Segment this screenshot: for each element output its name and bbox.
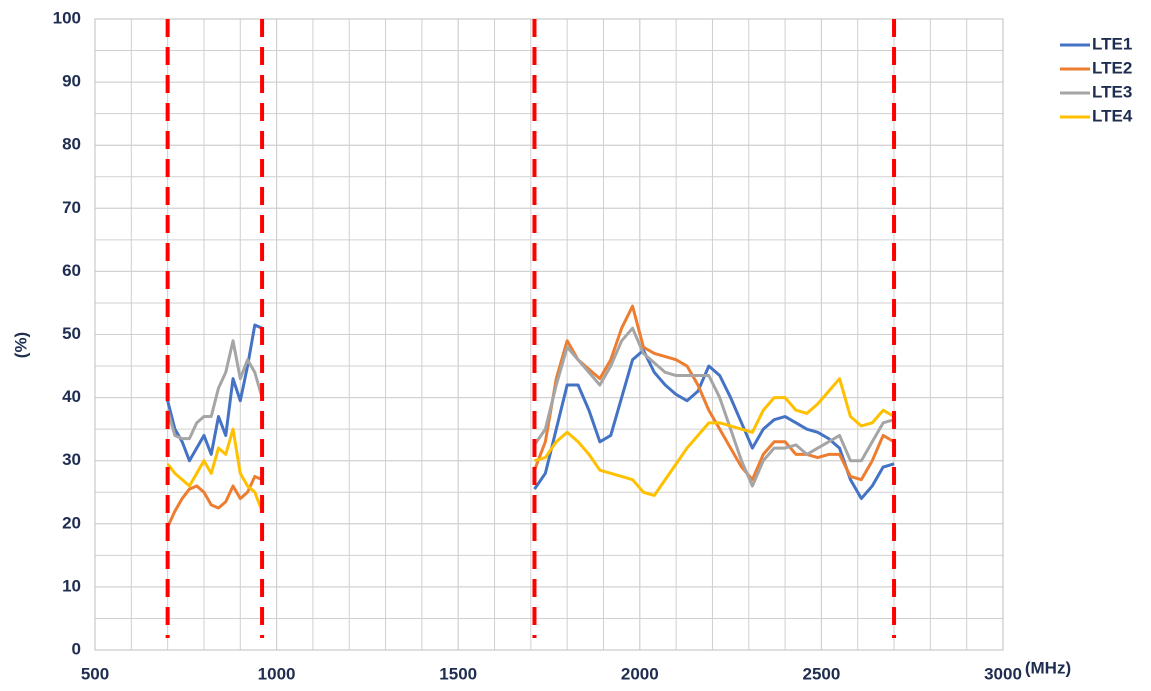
- y-tick-label: 0: [72, 639, 81, 658]
- y-tick-label: 60: [62, 261, 81, 280]
- x-axis-label: (MHz): [1025, 658, 1071, 677]
- y-axis-label: (%): [11, 332, 30, 358]
- plot-border: [94, 18, 1004, 651]
- y-tick-label: 30: [62, 450, 81, 469]
- x-tick-label: 2000: [621, 664, 659, 683]
- y-tick-label: 20: [62, 513, 81, 532]
- x-tick-label: 1000: [258, 664, 296, 683]
- series-line: [166, 377, 895, 512]
- x-tick-label: 500: [81, 664, 109, 683]
- series-line: [166, 326, 895, 488]
- legend-label: LTE2: [1092, 58, 1132, 77]
- series-line: [166, 304, 895, 528]
- y-tick-label: 90: [62, 72, 81, 91]
- series-line: [166, 323, 895, 501]
- y-tick-label: 50: [62, 324, 81, 343]
- legend-label: LTE3: [1092, 82, 1132, 101]
- y-tick-label: 10: [62, 576, 81, 595]
- x-tick-label: 3000: [984, 664, 1022, 683]
- x-tick-label: 2500: [802, 664, 840, 683]
- y-tick-label: 100: [53, 8, 81, 27]
- y-tick-label: 70: [62, 198, 81, 217]
- y-tick-label: 40: [62, 387, 81, 406]
- x-tick-label: 1500: [439, 664, 477, 683]
- y-tick-label: 80: [62, 135, 81, 154]
- legend-label: LTE4: [1092, 106, 1133, 125]
- legend-label: LTE1: [1092, 34, 1132, 53]
